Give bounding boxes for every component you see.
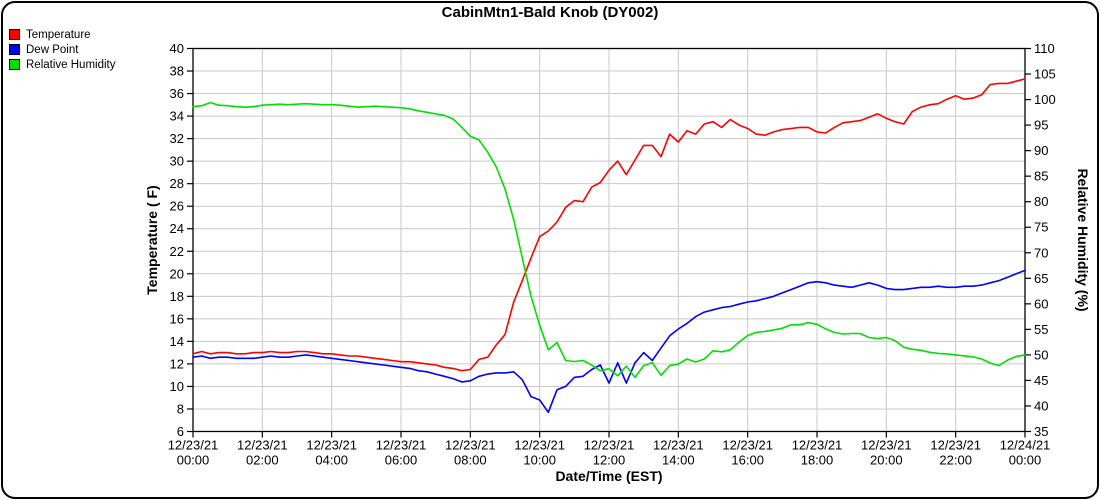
dew-point-swatch-icon — [9, 44, 20, 55]
y-left-tick-label: 14 — [170, 334, 184, 349]
y-right-tick-label: 45 — [1034, 373, 1048, 388]
y-right-tick-label: 90 — [1034, 143, 1048, 158]
y-left-tick-label: 24 — [170, 221, 184, 236]
x-tick-label-time: 04:00 — [315, 453, 348, 468]
x-tick-label-time: 22:00 — [939, 453, 972, 468]
y-left-tick-label: 34 — [170, 109, 184, 124]
y-left-tick-label: 38 — [170, 64, 184, 79]
y-right-tick-label: 95 — [1034, 118, 1048, 133]
x-tick-label-date: 12/24/21 — [1000, 438, 1051, 453]
tick-labels: 40 38 36 34 32 30 28 26 24 22 20 18 16 14 12 10 8 6 110 105… — [168, 41, 1056, 468]
y-right-tick-label: 40 — [1034, 398, 1048, 413]
x-tick-label-time: 00:00 — [177, 453, 210, 468]
y-left-tick-label: 10 — [170, 379, 184, 394]
x-tick-label-time: 12:00 — [593, 453, 626, 468]
x-tick-label-date: 12/23/21 — [722, 438, 773, 453]
relative-humidity-line — [192, 101, 1026, 379]
x-tick-label-date: 12/23/21 — [306, 438, 357, 453]
series-lines — [192, 78, 1026, 414]
x-tick-label-time: 06:00 — [385, 453, 418, 468]
x-tick-label-time: 14:00 — [662, 453, 695, 468]
y-right-tick-label: 110 — [1034, 41, 1055, 56]
y-axis-title-left: Temperature ( F) — [144, 185, 160, 294]
y-left-tick-label: 36 — [170, 86, 184, 101]
y-right-tick-label: 55 — [1034, 322, 1048, 337]
y-right-tick-label: 70 — [1034, 245, 1048, 260]
y-left-tick-label: 16 — [170, 311, 184, 326]
y-left-tick-label: 26 — [170, 199, 184, 214]
x-tick-label-time: 02:00 — [246, 453, 279, 468]
y-left-tick-label: 20 — [170, 266, 184, 281]
y-right-tick-label: 50 — [1034, 347, 1048, 362]
dew-point-line — [192, 269, 1026, 414]
y-left-tick-label: 32 — [170, 131, 184, 146]
chart-title: CabinMtn1-Bald Knob (DY002) — [441, 4, 659, 21]
x-tick-label-date: 12/23/21 — [237, 438, 288, 453]
x-tick-label-date: 12/23/21 — [514, 438, 565, 453]
x-tick-label-time: 16:00 — [731, 453, 764, 468]
y-right-tick-label: 100 — [1034, 92, 1056, 107]
temperature-swatch-icon — [9, 29, 20, 40]
y-left-tick-label: 6 — [177, 424, 184, 439]
relative-humidity-swatch-icon — [9, 59, 20, 70]
x-tick-label-time: 20:00 — [870, 453, 903, 468]
x-tick-label-date: 12/23/21 — [930, 438, 981, 453]
x-tick-label-date: 12/23/21 — [861, 438, 912, 453]
x-tick-label-time: 10:00 — [523, 453, 556, 468]
x-tick-label-time: 18:00 — [801, 453, 834, 468]
x-tick-label-date: 12/23/21 — [584, 438, 635, 453]
y-left-tick-label: 28 — [170, 176, 184, 191]
legend-label-dew-point: Dew Point — [26, 43, 79, 56]
gridlines — [192, 48, 1026, 432]
x-tick-label-date: 12/23/21 — [792, 438, 843, 453]
y-right-tick-label: 65 — [1034, 271, 1048, 286]
y-right-tick-label: 60 — [1034, 296, 1048, 311]
y-left-tick-label: 30 — [170, 154, 184, 169]
x-tick-label-time: 08:00 — [454, 453, 487, 468]
x-tick-label-date: 12/23/21 — [168, 438, 219, 453]
y-left-tick-label: 22 — [170, 244, 184, 259]
temperature-line — [192, 78, 1026, 372]
legend-label-temperature: Temperature — [26, 28, 91, 41]
legend-item-relative-humidity: Relative Humidity — [9, 57, 115, 72]
x-tick-label-date: 12/23/21 — [376, 438, 427, 453]
x-tick-label-time: 00:00 — [1009, 453, 1042, 468]
y-left-tick-label: 40 — [170, 41, 184, 56]
legend-item-temperature: Temperature — [9, 27, 115, 42]
y-right-tick-label: 75 — [1034, 220, 1048, 235]
legend: Temperature Dew Point Relative Humidity — [9, 27, 115, 72]
y-right-tick-label: 80 — [1034, 194, 1048, 209]
y-left-tick-label: 18 — [170, 289, 184, 304]
y-left-tick-label: 8 — [177, 401, 184, 416]
x-tick-label-date: 12/23/21 — [653, 438, 704, 453]
axis-ticks — [187, 47, 1031, 438]
x-axis-title: Date/Time (EST) — [555, 468, 662, 484]
y-axis-title-right: Relative Humidity (%) — [1075, 168, 1091, 311]
legend-label-relative-humidity: Relative Humidity — [26, 58, 116, 71]
x-tick-label-date: 12/23/21 — [445, 438, 496, 453]
plot-frame — [192, 47, 1026, 433]
legend-item-dew-point: Dew Point — [9, 42, 115, 57]
y-right-tick-label: 35 — [1034, 424, 1048, 439]
y-right-tick-label: 105 — [1034, 67, 1056, 82]
y-left-tick-label: 12 — [170, 356, 184, 371]
y-right-tick-label: 85 — [1034, 169, 1048, 184]
